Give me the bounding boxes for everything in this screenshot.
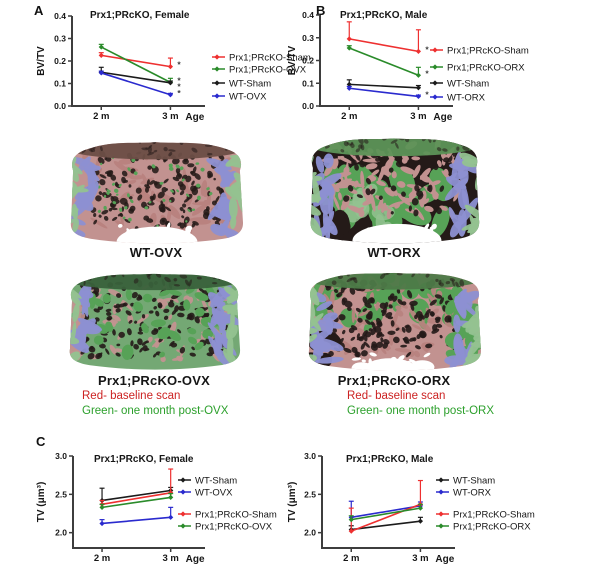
- svg-text:Prx1;PRcKO, Female: Prx1;PRcKO, Female: [90, 10, 190, 21]
- svg-text:WT-Sham: WT-Sham: [447, 79, 489, 90]
- svg-text:0.3: 0.3: [302, 33, 314, 43]
- svg-text:Prx1;PRcKO-Sham: Prx1;PRcKO-Sham: [447, 46, 529, 57]
- svg-text:0.1: 0.1: [302, 78, 314, 88]
- svg-text:TV (μm³): TV (μm³): [287, 482, 298, 523]
- svg-text:2 m: 2 m: [93, 111, 109, 122]
- svg-text:*: *: [425, 89, 429, 99]
- svg-text:WT-Sham: WT-Sham: [229, 79, 271, 90]
- svg-text:2 m: 2 m: [343, 553, 359, 564]
- svg-text:Prx1;PRcKO-Sham: Prx1;PRcKO-Sham: [453, 510, 535, 521]
- svg-text:3 m: 3 m: [412, 553, 428, 564]
- svg-text:0.2: 0.2: [302, 56, 314, 66]
- chart-tv-female: 2.0 2.5 3.0 2 m 3 m Prx1;PRcKO, Female TV (μm³…: [36, 451, 277, 565]
- svg-text:2.0: 2.0: [304, 528, 316, 538]
- caption-wt-orx: WT-ORX: [367, 245, 421, 260]
- svg-text:*: *: [177, 88, 181, 98]
- svg-text:*: *: [425, 68, 429, 78]
- svg-text:Prx1;PRcKO, Male: Prx1;PRcKO, Male: [340, 10, 428, 21]
- svg-text:WT-Sham: WT-Sham: [195, 476, 237, 487]
- scan-key-red-ovx: Red- baseline scan: [82, 390, 181, 402]
- svg-text:3 m: 3 m: [410, 111, 426, 122]
- svg-text:3.0: 3.0: [55, 451, 67, 461]
- svg-text:*: *: [177, 81, 181, 91]
- caption-wt-ovx: WT-OVX: [129, 245, 183, 260]
- svg-text:Age: Age: [435, 554, 454, 565]
- svg-text:0.3: 0.3: [54, 34, 66, 44]
- scan-key-green-ovx: Green- one month post-OVX: [82, 405, 229, 417]
- microct-image-wt-ovx: [70, 142, 244, 244]
- svg-text:Prx1;PRcKO-OVX: Prx1;PRcKO-OVX: [229, 65, 307, 76]
- svg-text:0.2: 0.2: [54, 56, 66, 66]
- svg-text:WT-OVX: WT-OVX: [195, 488, 233, 499]
- svg-text:2.5: 2.5: [55, 489, 67, 499]
- svg-text:2 m: 2 m: [94, 553, 110, 564]
- svg-text:3 m: 3 m: [162, 553, 178, 564]
- svg-text:Prx1;PRcKO-OVX: Prx1;PRcKO-OVX: [195, 522, 273, 533]
- chart-bvtv-male: 0.0 0.1 0.2 0.3 0.4 2 m 3 m Prx1;PRcKO, Male BV/…: [287, 10, 529, 123]
- chart-tv-male: 2.0 2.5 3.0 2 m 3 m Prx1;PRcKO, Male TV (μm³) A…: [287, 451, 535, 565]
- svg-text:*: *: [177, 75, 181, 85]
- panel-label-b: B: [316, 3, 326, 18]
- svg-text:0.0: 0.0: [54, 101, 66, 111]
- svg-text:Prx1;PRcKO, Female: Prx1;PRcKO, Female: [94, 454, 194, 465]
- svg-text:0.4: 0.4: [302, 10, 314, 20]
- svg-text:3.0: 3.0: [304, 451, 316, 461]
- svg-text:0.1: 0.1: [54, 79, 66, 89]
- svg-text:BV/TV: BV/TV: [36, 46, 47, 76]
- svg-text:Prx1;PRcKO-Sham: Prx1;PRcKO-Sham: [195, 510, 277, 521]
- svg-text:0.4: 0.4: [54, 11, 66, 21]
- svg-text:Prx1;PRcKO-Sham: Prx1;PRcKO-Sham: [229, 53, 311, 64]
- microct-image-prcko-orx: [308, 272, 482, 371]
- svg-text:*: *: [177, 60, 181, 70]
- svg-text:*: *: [425, 44, 429, 54]
- microct-image-wt-orx: [310, 138, 480, 244]
- panel-label-a: A: [34, 3, 44, 18]
- svg-text:WT-ORX: WT-ORX: [453, 488, 492, 499]
- svg-text:Age: Age: [185, 112, 204, 123]
- svg-text:Prx1;PRcKO, Male: Prx1;PRcKO, Male: [346, 454, 434, 465]
- svg-text:2.0: 2.0: [55, 528, 67, 538]
- svg-text:2.5: 2.5: [304, 489, 316, 499]
- scan-key-red-orx: Red- baseline scan: [347, 390, 446, 402]
- scan-key-green-orx: Green- one month post-ORX: [347, 405, 495, 417]
- svg-text:WT-ORX: WT-ORX: [447, 93, 486, 104]
- svg-text:WT-OVX: WT-OVX: [229, 92, 267, 103]
- panel-label-c: C: [36, 434, 46, 449]
- svg-text:3 m: 3 m: [162, 111, 178, 122]
- svg-text:BV/TV: BV/TV: [287, 45, 298, 75]
- microct-image-prcko-ovx: [69, 273, 241, 370]
- svg-text:TV (μm³): TV (μm³): [36, 482, 47, 523]
- svg-text:Prx1;PRcKO-ORX: Prx1;PRcKO-ORX: [453, 522, 531, 533]
- svg-text:Age: Age: [186, 554, 205, 565]
- svg-text:2 m: 2 m: [341, 111, 357, 122]
- svg-text:0.0: 0.0: [302, 101, 314, 111]
- svg-text:Age: Age: [433, 112, 452, 123]
- chart-bvtv-female: 0.0 0.1 0.2 0.3 0.4 2 m 3 m Prx1;PRcKO, Female B…: [36, 10, 311, 123]
- caption-prcko-orx: Prx1;PRcKO-ORX: [337, 373, 451, 388]
- caption-prcko-ovx: Prx1;PRcKO-OVX: [98, 373, 210, 388]
- svg-text:Prx1;PRcKO-ORX: Prx1;PRcKO-ORX: [447, 63, 525, 74]
- svg-text:WT-Sham: WT-Sham: [453, 476, 495, 487]
